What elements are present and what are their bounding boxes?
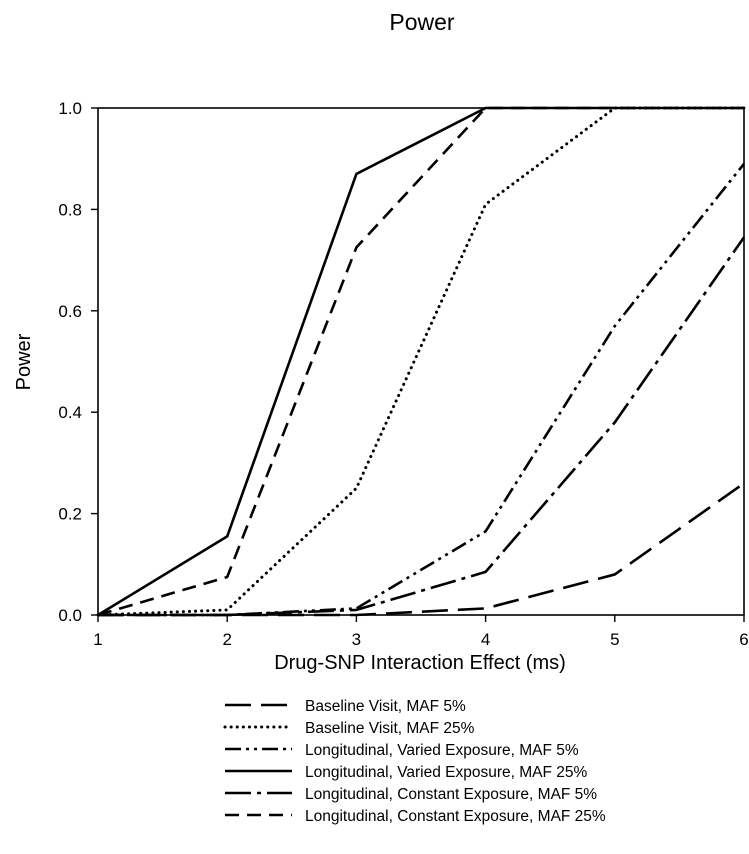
- series-layer: [96, 106, 746, 617]
- y-tick-label: 0.0: [58, 606, 82, 625]
- y-tick-label: 0.6: [58, 302, 82, 321]
- plot-area-frame: [97, 107, 745, 616]
- x-tick-label: 5: [610, 630, 619, 649]
- legend-label-1: Baseline Visit, MAF 5%: [305, 698, 466, 715]
- y-tick-label: 1.0: [58, 99, 82, 118]
- x-tick-label: 1: [93, 630, 102, 649]
- x-axis-label: Drug-SNP Interaction Effect (ms): [274, 652, 566, 674]
- y-tick-label: 0.4: [58, 403, 82, 422]
- series-line-4: [97, 106, 744, 617]
- x-tick-label: 6: [739, 630, 748, 649]
- y-tick-label: 0.8: [58, 200, 82, 219]
- x-tick-label: 4: [481, 630, 490, 649]
- legend-label-4: Longitudinal, Varied Exposure, MAF 25%: [305, 764, 588, 781]
- legend-label-6: Longitudinal, Constant Exposure, MAF 25%: [305, 808, 606, 825]
- x-tick-label: 2: [222, 630, 231, 649]
- series-line-2: [96, 106, 746, 617]
- legend-label-2: Baseline Visit, MAF 25%: [305, 720, 475, 737]
- x-axis: 1 2 3 4 5 6: [93, 615, 749, 649]
- series-line-3: [98, 162, 746, 617]
- x-tick-label: 3: [352, 630, 361, 649]
- y-axis-label: Power: [13, 333, 35, 390]
- y-axis: 0.0 0.2 0.4 0.6 0.8 1.0: [58, 99, 98, 625]
- series-line-1: [98, 482, 745, 617]
- legend: Baseline Visit, MAF 5% Baseline Visit, MA…: [223, 698, 606, 825]
- legend-label-5: Longitudinal, Constant Exposure, MAF 5%: [305, 786, 597, 803]
- legend-label-3: Longitudinal, Varied Exposure, MAF 5%: [305, 742, 579, 759]
- y-tick-label: 0.2: [58, 505, 82, 524]
- series-line-5: [98, 236, 746, 617]
- series-line-6: [97, 106, 744, 617]
- chart-title: Power: [389, 9, 455, 35]
